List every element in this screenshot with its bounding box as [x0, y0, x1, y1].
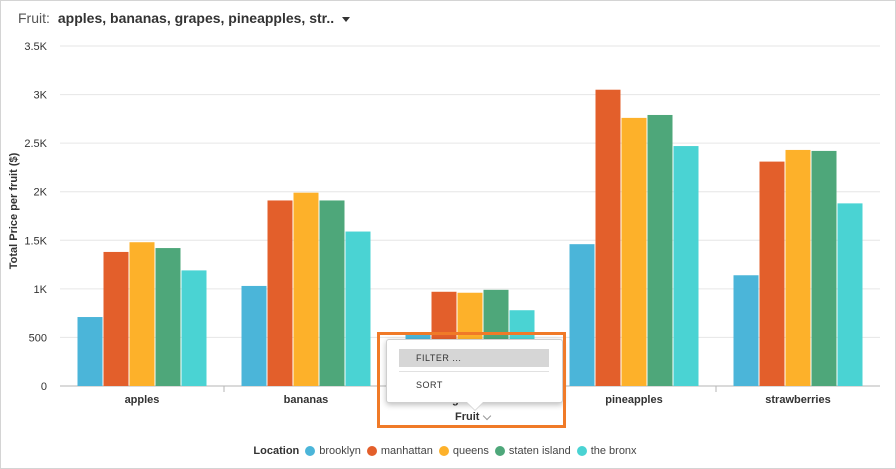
- bar: [155, 248, 181, 386]
- chevron-down-icon[interactable]: [483, 411, 492, 420]
- chevron-down-icon[interactable]: [342, 16, 351, 22]
- y-tick-label: 1K: [34, 284, 48, 296]
- bar: [129, 242, 155, 386]
- x-tick-label: bananas: [284, 394, 329, 406]
- y-tick-label: 3K: [34, 90, 48, 102]
- legend-title: Location: [253, 445, 300, 457]
- legend-swatch: [438, 446, 449, 456]
- x-tick-label: pineapples: [605, 394, 662, 406]
- fruit-filter[interactable]: Fruit: apples, bananas, grapes, pineappl…: [18, 9, 351, 27]
- x-tick-label: strawberries: [765, 394, 830, 406]
- legend-label: the bronx: [590, 445, 637, 457]
- bar: [181, 270, 207, 386]
- legend-item[interactable]: the bronx: [576, 445, 637, 457]
- legend: Location brooklyn manhattan queens staten i…: [0, 445, 896, 457]
- legend-item[interactable]: staten island: [494, 445, 571, 457]
- bar: [811, 150, 837, 386]
- legend-swatch: [494, 446, 505, 456]
- menu-item-sort[interactable]: SORT: [416, 380, 443, 390]
- bar-chart: 05001K1.5K2K2.5K3K3.5Kapplesbananasgrape…: [8, 41, 880, 406]
- bar: [785, 149, 811, 386]
- menu-pointer: [467, 402, 483, 410]
- legend-swatch: [366, 446, 377, 456]
- legend-label: staten island: [508, 445, 571, 457]
- legend-swatch: [305, 446, 316, 456]
- bar: [77, 317, 103, 386]
- legend-item[interactable]: brooklyn: [305, 445, 361, 457]
- bar: [103, 251, 129, 386]
- bar: [621, 117, 647, 386]
- filter-label: Fruit:: [18, 10, 50, 26]
- bar: [647, 114, 673, 386]
- y-tick-label: 0: [41, 381, 47, 393]
- filter-value[interactable]: apples, bananas, grapes, pineapples, str…: [57, 10, 335, 26]
- y-tick-label: 500: [29, 332, 47, 344]
- x-axis-menu-label: Fruit: [455, 411, 480, 423]
- chevron-down-icon: [9, 156, 17, 161]
- bar: [267, 200, 293, 386]
- bar: [595, 89, 621, 386]
- bar: [241, 285, 267, 386]
- y-tick-label: 2.5K: [24, 138, 47, 150]
- x-axis-menu-trigger[interactable]: Fruit: [455, 411, 492, 423]
- legend-swatch: [576, 446, 587, 456]
- menu-item-filter[interactable]: FILTER ...: [399, 349, 549, 367]
- legend-label: manhattan: [380, 445, 433, 457]
- legend-label: brooklyn: [319, 445, 361, 457]
- bar: [673, 146, 699, 386]
- bar: [345, 231, 371, 386]
- legend-item[interactable]: manhattan: [366, 445, 433, 457]
- bar: [837, 203, 863, 386]
- bar: [319, 200, 345, 386]
- bar: [733, 275, 759, 386]
- y-tick-label: 3.5K: [24, 41, 47, 53]
- y-tick-label: 1.5K: [24, 235, 47, 247]
- legend-label: queens: [452, 445, 489, 457]
- x-tick-label: apples: [125, 394, 160, 406]
- axis-context-menu: FILTER ... SORT: [386, 339, 563, 410]
- menu-divider: [399, 371, 549, 372]
- y-axis-label: Total Price per fruit ($): [8, 152, 20, 269]
- bar: [759, 161, 785, 386]
- bar: [293, 192, 319, 386]
- legend-item[interactable]: queens: [438, 445, 489, 457]
- y-tick-label: 2K: [34, 187, 48, 199]
- bar: [569, 244, 595, 386]
